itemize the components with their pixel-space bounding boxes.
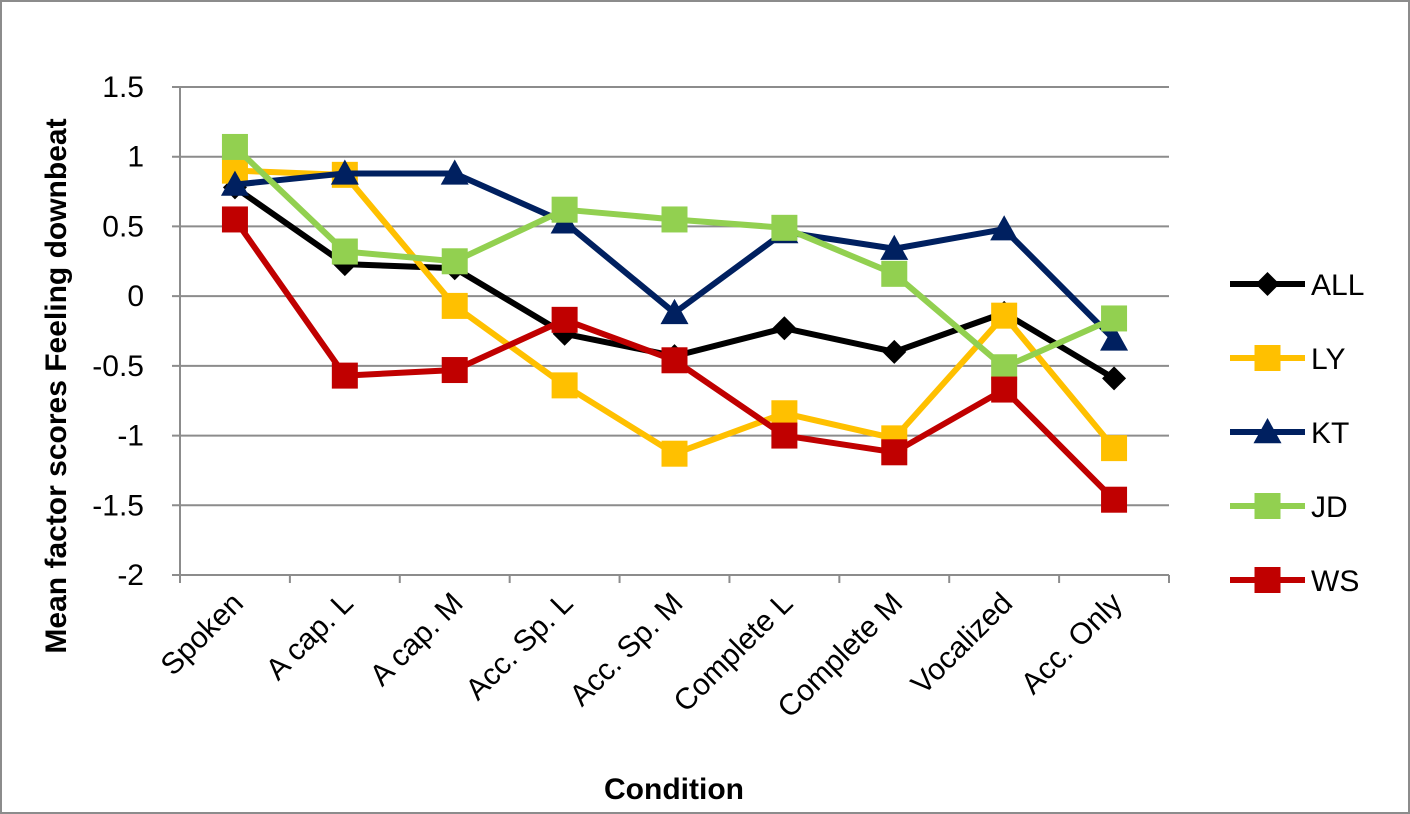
y-tick-label: -1 — [117, 420, 144, 453]
y-tick-label: 1 — [127, 141, 144, 174]
data-point — [991, 376, 1018, 403]
data-point — [440, 159, 469, 185]
data-point — [990, 215, 1019, 241]
data-point — [771, 400, 798, 427]
y-tick-label: 0 — [127, 280, 144, 313]
x-tick-label: Acc. Only — [1015, 587, 1129, 701]
data-point — [880, 234, 909, 260]
series-lines — [220, 133, 1129, 513]
legend-marker — [1253, 418, 1282, 444]
legend-label: ALL — [1311, 269, 1364, 302]
x-axis-title: Condition — [604, 773, 744, 806]
series-jd — [221, 133, 1128, 381]
legend-item: WS — [1230, 565, 1359, 598]
y-tick-label: 0.5 — [102, 210, 144, 243]
legend-marker — [1255, 272, 1280, 296]
x-tick-label: A cap. L — [260, 587, 360, 687]
data-point — [661, 440, 688, 467]
data-point — [330, 159, 359, 185]
x-tick-label: A cap. M — [364, 587, 470, 693]
y-axis: 1.5 1 0.5 0 -0.5 -1 -1.5 -2 — [92, 71, 181, 592]
data-point — [772, 316, 797, 341]
data-point — [221, 206, 248, 233]
data-point — [441, 357, 468, 384]
data-point — [1102, 366, 1127, 391]
data-point — [771, 422, 798, 449]
data-point — [991, 354, 1018, 381]
y-tick-label: -0.5 — [92, 350, 144, 383]
data-point — [1100, 325, 1129, 351]
data-point — [661, 206, 688, 233]
x-tick-label: Acc. Sp. L — [460, 587, 580, 707]
x-tick-label: Spoken — [155, 587, 250, 682]
legend-item: LY — [1230, 343, 1345, 376]
data-point — [1101, 305, 1128, 332]
data-point — [220, 170, 249, 196]
x-tick-label: Vocalized — [905, 587, 1019, 701]
data-point — [551, 306, 578, 333]
legend-marker — [1254, 567, 1281, 593]
legend-label: LY — [1311, 343, 1345, 376]
y-axis-title: Mean factor scores Feeling downbeat — [40, 118, 73, 653]
legend-item: JD — [1230, 491, 1348, 524]
data-point — [331, 362, 358, 389]
data-point — [331, 238, 358, 265]
y-tick-label: -2 — [117, 559, 144, 592]
data-point — [441, 248, 468, 275]
y-tick-label: 1.5 — [102, 71, 144, 104]
series-kt — [220, 159, 1129, 351]
data-point — [551, 372, 578, 399]
data-point — [551, 196, 578, 223]
y-tick-label: -1.5 — [92, 489, 144, 522]
legend-marker — [1254, 345, 1281, 371]
data-point — [882, 339, 907, 364]
data-point — [991, 302, 1018, 329]
legend-label: KT — [1311, 417, 1349, 450]
legend-item: KT — [1230, 417, 1349, 450]
legend: ALL LY KT JD WS — [1230, 269, 1364, 598]
legend-label: JD — [1311, 491, 1348, 524]
legend-label: WS — [1311, 565, 1359, 598]
series-ws — [221, 206, 1128, 513]
series-line — [232, 144, 1116, 371]
data-point — [771, 214, 798, 241]
data-point — [881, 260, 908, 287]
data-point — [660, 298, 689, 325]
data-point — [881, 439, 908, 466]
data-point — [221, 133, 248, 160]
data-point — [1101, 486, 1128, 513]
legend-marker — [1254, 493, 1281, 519]
data-point — [1101, 435, 1128, 462]
data-point — [441, 292, 468, 319]
legend-item: ALL — [1230, 269, 1364, 302]
data-point — [661, 347, 688, 374]
